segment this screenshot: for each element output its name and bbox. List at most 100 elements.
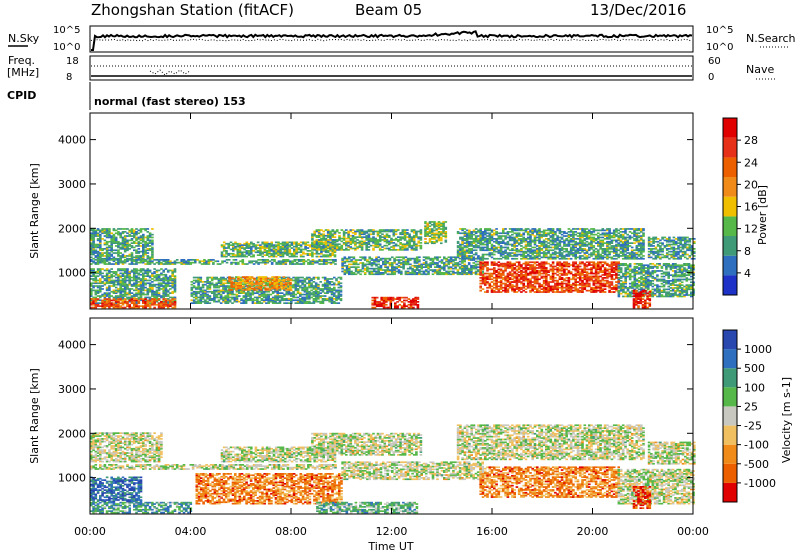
range-cell (429, 257, 432, 260)
range-cell (385, 301, 388, 303)
range-cell (130, 276, 134, 279)
range-cell (137, 302, 141, 305)
range-cell (403, 236, 407, 238)
range-cell (99, 285, 102, 287)
range-cell (250, 250, 253, 252)
range-cell (382, 273, 385, 276)
range-cell (308, 292, 311, 294)
range-cell (317, 278, 320, 280)
range-cell (465, 235, 469, 237)
range-cell (269, 298, 273, 300)
range-cell (481, 248, 485, 250)
range-cell (311, 239, 314, 241)
range-cell (433, 221, 436, 223)
range-cell (465, 238, 469, 240)
range-cell (329, 259, 333, 261)
range-cell (117, 261, 120, 264)
range-cell (481, 231, 485, 233)
range-cell (90, 271, 93, 273)
range-cell (108, 252, 111, 254)
range-cell (306, 244, 310, 246)
range-cell (94, 275, 98, 277)
range-cell (495, 240, 498, 243)
range-cell (342, 239, 346, 241)
range-cell (135, 300, 138, 303)
range-cell (90, 236, 93, 239)
range-cell (517, 239, 521, 242)
range-cell (119, 296, 122, 299)
range-cell (119, 290, 122, 293)
range-cell (114, 271, 118, 273)
range-cell (382, 260, 385, 263)
range-cell (280, 295, 284, 297)
range-cell (271, 286, 274, 288)
range-cell (419, 244, 423, 247)
range-cell (108, 255, 111, 257)
range-cell (424, 257, 428, 260)
range-cell (128, 292, 131, 294)
range-cell (245, 247, 249, 249)
range-cell (468, 256, 471, 259)
range-cell (381, 246, 384, 248)
range-cell (114, 252, 118, 254)
range-cell (126, 242, 129, 244)
range-cell (162, 282, 165, 285)
range-cell (443, 273, 446, 276)
range-cell (315, 230, 319, 233)
range-cell (135, 279, 138, 282)
range-cell (119, 292, 122, 294)
range-cell (123, 243, 127, 246)
range-cell (204, 292, 207, 294)
range-cell (316, 261, 319, 264)
range-cell (278, 285, 282, 287)
range-cell (256, 292, 259, 294)
range-cell (486, 245, 489, 247)
range-cell (560, 246, 564, 249)
range-cell (442, 231, 445, 233)
range-cell (99, 233, 102, 236)
range-cell (382, 263, 385, 266)
range-cell (162, 269, 165, 272)
range-cell (94, 235, 98, 237)
range-cell (239, 277, 243, 280)
range-cell (356, 247, 359, 250)
range-cell (210, 299, 214, 302)
range-cell (135, 268, 138, 270)
range-cell (470, 272, 473, 274)
range-cell (458, 257, 462, 260)
range-cell (144, 301, 147, 303)
range-cell (486, 243, 489, 246)
range-cell (456, 262, 460, 264)
range-cell (112, 298, 116, 300)
range-cell (490, 229, 494, 232)
range-cell (310, 296, 313, 299)
range-cell (467, 259, 471, 261)
range-cell (468, 236, 471, 239)
range-cell (315, 229, 319, 231)
range-cell (323, 298, 327, 300)
range-cell (105, 260, 109, 263)
range-cell (360, 237, 364, 240)
range-cell (232, 281, 236, 284)
range-cell (137, 252, 141, 254)
range-cell (520, 228, 523, 230)
range-cell (376, 234, 380, 237)
range-cell (422, 272, 426, 274)
range-cell (128, 296, 131, 299)
range-cell (139, 273, 143, 276)
range-cell (465, 252, 469, 254)
range-cell (458, 263, 462, 266)
range-cell (92, 246, 95, 249)
range-cell (324, 251, 328, 254)
range-cell (384, 260, 387, 263)
range-cell (377, 267, 380, 270)
range-cell (105, 301, 109, 303)
range-cell (287, 279, 290, 281)
range-cell (151, 228, 154, 230)
range-cell (268, 242, 271, 245)
range-cell (493, 253, 496, 256)
range-cell (234, 245, 237, 248)
range-cell (123, 242, 127, 244)
range-cell (310, 293, 313, 296)
range-cell (121, 240, 125, 243)
